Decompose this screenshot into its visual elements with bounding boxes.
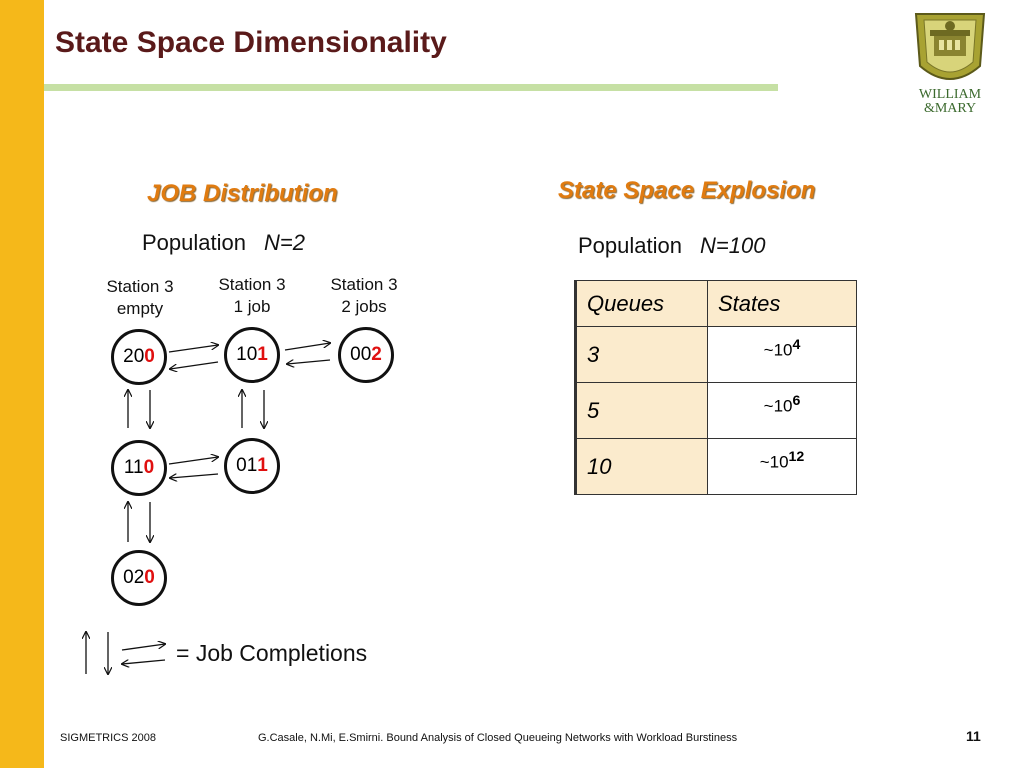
logo-line-2: &MARY [923,101,977,116]
logo-wordmark: WILLIAM &MARY [906,88,994,116]
william-mary-crest-logo [914,13,986,80]
state-prefix: 20 [123,346,145,367]
right-population-label: Population [578,233,682,258]
state-prefix: 02 [123,567,145,588]
states-exponent: 12 [788,449,805,465]
states-base: ~10 [763,396,793,416]
state-prefix: 11 [123,457,144,478]
station-label-line2: 1 job [233,297,271,316]
state-space-table: Queues States 3 ~104 5 ~106 10 ~1012 [574,280,857,495]
header-queues: Queues [574,280,708,327]
cell-queues: 3 [574,326,708,383]
left-population: Population N=2 [142,230,305,256]
station-label-line1: Station 3 [330,275,398,294]
state-station3: 1 [257,455,268,476]
cell-queues: 5 [574,382,708,439]
state-station3: 0 [144,346,155,367]
left-population-value: N=2 [263,230,305,255]
page-number: 11 [966,728,981,744]
state-station3: 0 [143,457,155,478]
state-prefix: 10 [236,344,258,365]
table-header-row: Queues States [574,280,857,327]
arrow-101-to-002 [284,343,330,351]
arrow-011-to-110 [170,473,219,478]
state-node-002: 00 2 [338,327,394,383]
arrow-101-to-200 [170,361,219,369]
station-label-line2: 2 jobs [341,297,387,316]
sidebar-accent-bar [0,0,44,768]
job-distribution-heading: JOB Distribution [147,180,338,207]
legend-arrow-left [122,659,166,664]
cell-states: ~1012 [707,438,857,495]
title-underline [44,84,778,91]
cell-states: ~106 [707,382,857,439]
state-node-200: 20 0 [111,329,167,385]
slide-title: State Space Dimensionality [55,26,447,59]
cell-queues: 10 [574,438,708,495]
table-row: 3 ~104 [574,326,857,383]
arrow-002-to-101 [287,359,331,364]
states-base: ~10 [759,452,789,472]
table-row: 5 ~106 [574,382,857,439]
logo-line-1: WILLIAM [918,87,982,102]
state-prefix: 00 [350,344,372,365]
station-label-one-job: Station 3 1 job [200,274,304,318]
right-population-value: N=100 [699,233,766,258]
state-space-explosion-heading: State Space Explosion [558,177,816,204]
left-population-label: Population [142,230,246,255]
legend-job-completions: = Job Completions [176,640,368,666]
cell-states: ~104 [707,326,857,383]
states-base: ~10 [763,340,793,360]
legend-arrow-right [121,644,165,651]
state-prefix: 01 [236,455,258,476]
arrow-200-to-101 [168,345,218,353]
state-station3: 0 [144,567,155,588]
station-label-line2: empty [116,299,164,318]
state-node-011: 01 1 [224,438,280,494]
states-exponent: 6 [792,393,801,409]
station-label-two-jobs: Station 3 2 jobs [312,274,416,318]
state-node-020: 02 0 [111,550,167,606]
table-row: 10 ~1012 [574,438,857,495]
arrow-110-to-011 [168,457,218,465]
station-label-empty: Station 3 empty [88,276,192,320]
state-station3: 2 [371,344,382,365]
right-population: Population N=100 [578,233,765,259]
footer-citation: G.Casale, N.Mi, E.Smirni. Bound Analysis… [258,732,738,744]
state-node-101: 10 1 [224,327,280,383]
footer-conference: SIGMETRICS 2008 [60,732,156,744]
header-states: States [707,280,857,327]
station-label-line1: Station 3 [218,275,286,294]
states-exponent: 4 [792,337,801,353]
station-label-line1: Station 3 [106,277,174,296]
state-station3: 1 [257,344,268,365]
state-node-110: 11 0 [111,440,167,496]
